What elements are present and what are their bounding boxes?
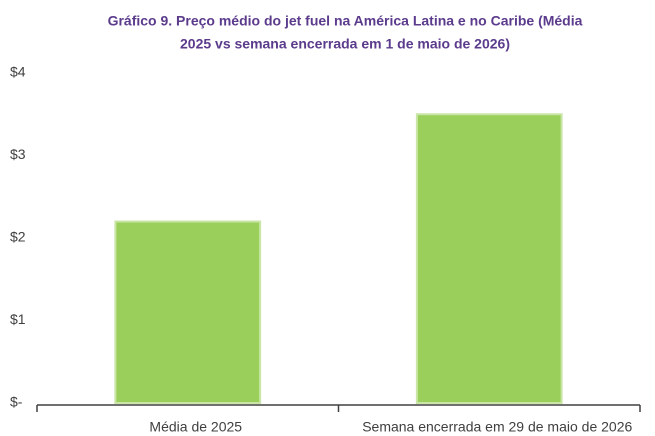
y-tick-label: $1	[10, 311, 26, 327]
bar	[415, 113, 563, 404]
chart-title: Gráfico 9. Preço médio do jet fuel na Am…	[108, 13, 583, 29]
bar	[114, 220, 262, 404]
x-tick-label: Semana encerrada em 29 de maio de 2026	[362, 419, 632, 435]
y-tick-label: $-	[10, 394, 23, 410]
y-tick-label: $4	[10, 64, 26, 80]
y-tick-label: $3	[10, 146, 26, 162]
chart-title: 2025 vs semana encerrada em 1 de maio de…	[180, 36, 510, 52]
y-tick-label: $2	[10, 229, 26, 245]
x-tick-label: Média de 2025	[149, 419, 242, 435]
